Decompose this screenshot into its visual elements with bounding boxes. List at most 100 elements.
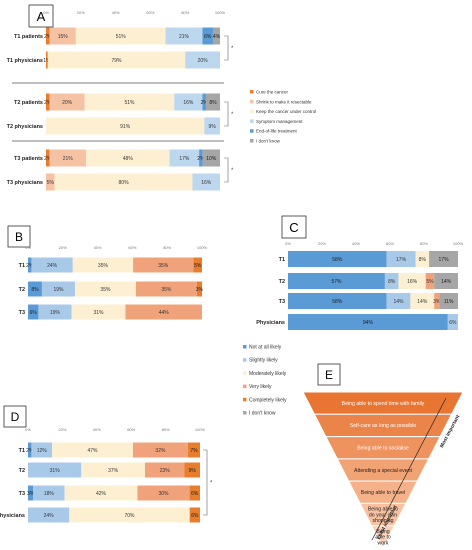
data-label-d: 31%	[50, 468, 61, 474]
data-label-d: 6%	[191, 513, 199, 519]
panel-label-b: B	[7, 225, 31, 248]
bar-segment-c	[447, 314, 458, 330]
data-label-d: 6%	[191, 491, 199, 497]
bar-row-a: T2 patients 2% 20% 51% 16% 2% 8%	[14, 93, 220, 111]
legend-panel-a: Cure the cancer Shrink to make it resecta…	[250, 90, 316, 144]
data-label-c: 14%	[417, 299, 428, 305]
legend-entry: Cure the cancer	[256, 90, 289, 95]
tick-label-a: 100%	[215, 10, 226, 15]
chart-panel-d: 0% 20% 40% 60% 80% 100% T1 2% 12% 47% 32% 7% T2 31% 37…	[0, 427, 213, 523]
legend-swatch	[243, 411, 247, 415]
data-label-c: 14%	[393, 299, 404, 305]
data-label-b: 19%	[53, 287, 64, 293]
data-label-d: 37%	[108, 468, 119, 474]
bar-segment-c	[398, 273, 426, 289]
legend-entry: Keep the cancer under control	[256, 109, 316, 114]
data-label-b: 8%	[31, 287, 39, 293]
data-label-a: 2%	[44, 156, 52, 162]
data-label-a: 51%	[124, 100, 135, 106]
panel-letter-a: A	[37, 9, 46, 24]
significance-mark: *	[231, 46, 234, 52]
bar-row-d: Physicians 24% 70% 6%	[0, 507, 200, 523]
data-label-b: 31%	[93, 310, 104, 316]
legend-entry: Symptom management	[256, 119, 303, 124]
data-label-a: 15%	[58, 34, 69, 40]
tick-label-c: 20%	[318, 241, 326, 246]
data-label-a: 20%	[198, 58, 209, 64]
legend-swatch	[250, 119, 254, 123]
funnel-item-label: Being able to socialise	[357, 446, 409, 452]
data-label-a: 10%	[206, 156, 217, 162]
bar-row-a: T2 physicians 91% 9%	[7, 117, 220, 135]
legend-entry: Slightly likely	[249, 358, 278, 364]
data-label-d: 23%	[160, 468, 171, 474]
row-label-b: T1	[19, 263, 25, 269]
funnel-item-label: Being able to travel	[361, 490, 405, 496]
bar-segment-b	[193, 257, 202, 273]
row-label-c: T2	[279, 279, 285, 285]
bar-segment-a	[46, 51, 48, 69]
bar-segment-d	[187, 442, 200, 458]
tick-label-a: 0%	[43, 10, 49, 15]
bar-segment-a	[202, 149, 220, 167]
data-label-b: 35%	[100, 287, 111, 293]
bar-row-a: T3 patients 2% 21% 48% 17% 2% 10%	[14, 149, 220, 167]
legend-swatch	[243, 384, 247, 389]
bar-segment-c	[288, 293, 387, 309]
data-label-a: 80%	[119, 180, 130, 186]
bar-segment-a	[75, 27, 166, 45]
bar-segment-c	[288, 314, 448, 330]
panel-label-a: A	[28, 4, 54, 28]
data-label-d: 7%	[190, 448, 198, 454]
bar-segment-d	[52, 442, 133, 458]
tick-label-c: 60%	[386, 241, 394, 246]
data-label-a: 2%	[197, 156, 205, 162]
data-label-a: 16%	[183, 100, 194, 106]
bar-segment-a	[46, 117, 205, 135]
row-label-a: T3 physicians	[7, 180, 43, 186]
bar-segment-d	[184, 462, 200, 478]
data-label-a: 2%	[44, 100, 52, 106]
bar-segment-b	[38, 304, 72, 320]
bar-segment-a	[49, 149, 87, 167]
bar-row-d: T1 2% 12% 47% 32% 7%	[19, 442, 200, 458]
data-label-c: 94%	[363, 320, 374, 326]
bar-segment-d	[69, 507, 190, 523]
bar-segment-a	[199, 149, 203, 167]
data-label-d: 18%	[44, 491, 55, 497]
bar-segment-c	[410, 293, 435, 309]
chart-panel-b: 0% 20% 40% 60% 80% 100% T1 2% 24% 35% 35% 5% T2 8% 19%…	[19, 245, 208, 320]
legend-entry: I don't know	[256, 139, 281, 144]
funnel-segment: Being able to work	[370, 525, 396, 550]
row-label-d: T2	[19, 468, 25, 474]
tick-label-c: 0%	[285, 241, 291, 246]
bar-segment-c	[429, 251, 458, 267]
row-label-a: T3 patients	[14, 156, 43, 162]
data-label-b: 24%	[47, 263, 58, 269]
data-label-b: 44%	[159, 310, 170, 316]
bar-segment-a	[212, 27, 220, 45]
funnel-segment: Being able to do your own shopping	[359, 502, 407, 527]
bar-segment-c	[415, 251, 430, 267]
funnel-item-label: Being able to work	[375, 529, 391, 546]
bar-segment-c	[439, 293, 458, 309]
bar-row-a: T3 physicians 5% 80% 16%	[7, 173, 220, 191]
data-label-c: 58%	[332, 299, 343, 305]
significance-bracket	[224, 35, 229, 61]
data-label-d: 30%	[159, 491, 170, 497]
data-label-a: 16%	[201, 180, 212, 186]
bar-segment-a	[192, 173, 220, 191]
significance-bracket	[224, 157, 229, 183]
legend-swatch	[250, 139, 254, 143]
row-label-c: T3	[279, 299, 285, 305]
tick-label-b: 0%	[25, 245, 31, 250]
legend-entry: Moderately likely	[249, 371, 287, 377]
data-label-d: 32%	[155, 448, 166, 454]
legend-entry: End-of-life treatment	[256, 129, 298, 134]
bar-segment-a	[46, 149, 50, 167]
legend-entry: Not at all likely	[249, 345, 282, 351]
bar-row-c: T3 58% 14% 14% 3% 11%	[279, 293, 458, 309]
bar-segment-d	[132, 442, 188, 458]
bar-segment-a	[205, 93, 220, 111]
